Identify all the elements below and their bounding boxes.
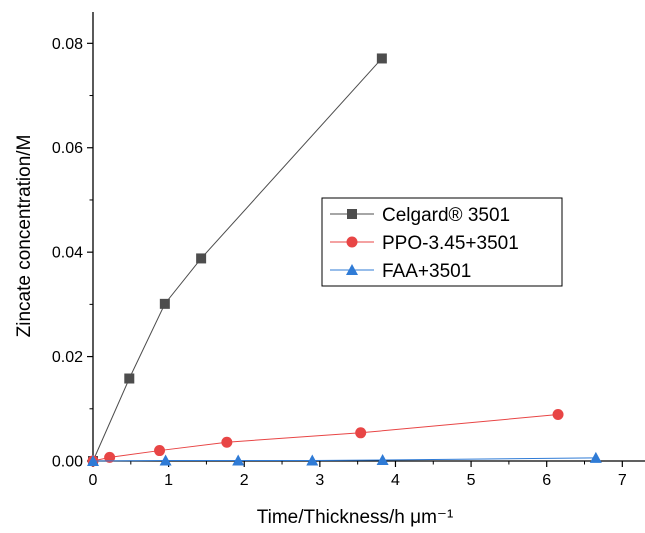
x-tick-label: 2 <box>240 472 249 489</box>
series-1-point <box>196 253 207 264</box>
series-3-point <box>376 453 389 465</box>
series-3-point <box>232 454 245 466</box>
legend-marker-3 <box>346 264 358 275</box>
series-2-point <box>221 436 233 448</box>
series-2-point <box>104 451 116 463</box>
legend-label-3: FAA+3501 <box>382 261 471 282</box>
x-tick-label: 4 <box>391 472 400 489</box>
series-1-point <box>124 373 135 384</box>
y-tick-label: 0.02 <box>52 349 83 366</box>
series-1-point <box>159 298 170 309</box>
series-2-point <box>355 427 367 439</box>
series-line-3 <box>92 457 596 462</box>
x-tick-label: 1 <box>164 472 173 489</box>
y-tick-label: 0.00 <box>52 454 83 471</box>
y-tick-label: 0.04 <box>52 245 83 262</box>
series-layer <box>87 53 602 467</box>
y-tick-label: 0.06 <box>52 140 83 157</box>
series-3-point <box>159 454 172 466</box>
x-tick-label: 7 <box>618 472 627 489</box>
x-tick-label: 6 <box>542 472 551 489</box>
ticks: 0 1 2 3 4 5 6 7 0.00 0.02 0.04 0.06 0.08 <box>52 36 627 489</box>
y-axis-title: Zincate concentration/M <box>14 135 35 338</box>
series-3-point <box>306 454 319 466</box>
series-2-point <box>154 445 166 457</box>
series-3-point <box>87 455 99 466</box>
x-tick-label: 0 <box>89 472 98 489</box>
legend-marker-1 <box>347 209 357 219</box>
legend: Celgard® 3501 PPO-3.45+3501 FAA+3501 <box>321 197 563 287</box>
axes <box>92 12 645 462</box>
x-axis-title: Time/Thickness/h μm⁻¹ <box>257 507 454 528</box>
y-tick-label: 0.08 <box>52 36 83 53</box>
legend-marker-2 <box>346 236 358 248</box>
x-tick-label: 5 <box>467 472 476 489</box>
legend-label-1: Celgard® 3501 <box>382 205 510 226</box>
series-2-point <box>552 409 564 421</box>
series-1-point <box>376 53 387 64</box>
series-3-point <box>589 451 602 463</box>
legend-label-2: PPO-3.45+3501 <box>382 233 519 254</box>
x-tick-label: 3 <box>315 472 324 489</box>
